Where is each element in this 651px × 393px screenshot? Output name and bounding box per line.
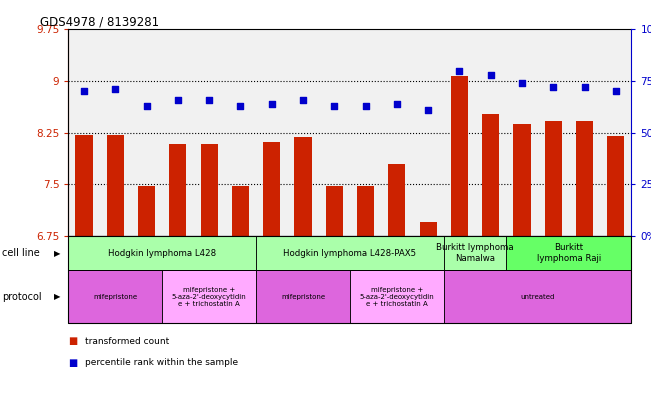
Bar bbox=[256, 29, 287, 236]
Bar bbox=[169, 144, 186, 236]
Bar bbox=[576, 121, 593, 236]
Bar bbox=[318, 29, 350, 236]
Bar bbox=[419, 222, 437, 236]
Point bbox=[548, 84, 559, 90]
Text: Burkitt lymphoma
Namalwa: Burkitt lymphoma Namalwa bbox=[436, 243, 514, 263]
Point bbox=[423, 107, 434, 113]
Bar bbox=[100, 29, 131, 236]
Bar bbox=[326, 185, 343, 236]
Text: ■: ■ bbox=[68, 358, 77, 368]
Point bbox=[266, 101, 277, 107]
Bar bbox=[76, 135, 92, 236]
Bar bbox=[107, 135, 124, 236]
Bar bbox=[201, 144, 217, 236]
Point bbox=[110, 86, 120, 92]
Text: percentile rank within the sample: percentile rank within the sample bbox=[85, 358, 238, 367]
Point bbox=[579, 84, 590, 90]
Bar bbox=[545, 121, 562, 236]
Text: mifepristone +
5-aza-2'-deoxycytidin
e + trichostatin A: mifepristone + 5-aza-2'-deoxycytidin e +… bbox=[359, 287, 434, 307]
Bar bbox=[475, 29, 506, 236]
Bar bbox=[607, 136, 624, 236]
Text: ▶: ▶ bbox=[54, 249, 61, 257]
Bar bbox=[413, 29, 444, 236]
Text: mifepristone: mifepristone bbox=[281, 294, 325, 300]
Text: mifepristone +
5-aza-2'-deoxycytidin
e + trichostatin A: mifepristone + 5-aza-2'-deoxycytidin e +… bbox=[172, 287, 247, 307]
Bar bbox=[450, 75, 468, 236]
Bar bbox=[162, 29, 193, 236]
Point bbox=[392, 101, 402, 107]
Point bbox=[204, 96, 214, 103]
Text: cell line: cell line bbox=[2, 248, 40, 258]
Bar bbox=[569, 29, 600, 236]
Bar bbox=[514, 124, 531, 236]
Bar bbox=[131, 29, 162, 236]
Point bbox=[329, 103, 339, 109]
Point bbox=[454, 68, 465, 74]
Bar bbox=[388, 163, 406, 236]
Bar bbox=[506, 29, 538, 236]
Bar bbox=[538, 29, 569, 236]
Text: GDS4978 / 8139281: GDS4978 / 8139281 bbox=[40, 15, 159, 28]
Point bbox=[173, 96, 183, 103]
Point bbox=[235, 103, 245, 109]
Text: protocol: protocol bbox=[2, 292, 42, 302]
Bar bbox=[444, 29, 475, 236]
Text: ■: ■ bbox=[68, 336, 77, 346]
Bar bbox=[263, 141, 281, 236]
Point bbox=[361, 103, 371, 109]
Bar bbox=[138, 185, 155, 236]
Text: transformed count: transformed count bbox=[85, 337, 169, 345]
Bar bbox=[193, 29, 225, 236]
Text: Burkitt
lymphoma Raji: Burkitt lymphoma Raji bbox=[537, 243, 601, 263]
Point bbox=[486, 72, 496, 78]
Bar bbox=[287, 29, 318, 236]
Bar bbox=[225, 29, 256, 236]
Point bbox=[298, 96, 308, 103]
Point bbox=[79, 88, 89, 94]
Bar bbox=[600, 29, 631, 236]
Point bbox=[141, 103, 152, 109]
Text: mifepristone: mifepristone bbox=[93, 294, 137, 300]
Bar bbox=[294, 138, 312, 236]
Bar bbox=[350, 29, 381, 236]
Bar bbox=[68, 29, 100, 236]
Text: Hodgkin lymphoma L428: Hodgkin lymphoma L428 bbox=[108, 249, 216, 257]
Bar bbox=[232, 185, 249, 236]
Text: Hodgkin lymphoma L428-PAX5: Hodgkin lymphoma L428-PAX5 bbox=[283, 249, 417, 257]
Bar bbox=[482, 114, 499, 236]
Text: ▶: ▶ bbox=[54, 292, 61, 301]
Text: untreated: untreated bbox=[520, 294, 555, 300]
Point bbox=[611, 88, 621, 94]
Bar bbox=[357, 185, 374, 236]
Point bbox=[517, 80, 527, 86]
Bar bbox=[381, 29, 413, 236]
